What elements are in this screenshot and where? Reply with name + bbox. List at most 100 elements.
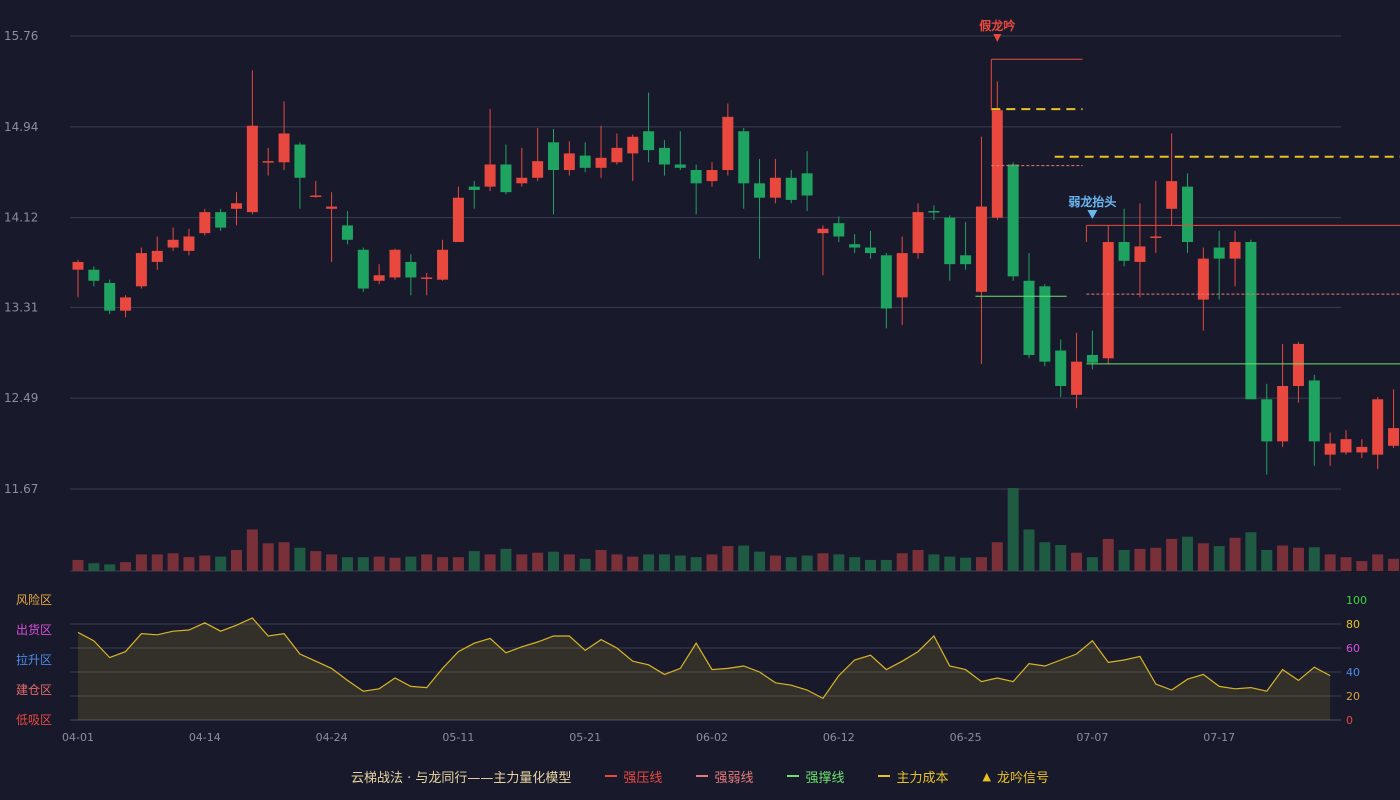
- osc-zone-label: 风险区: [16, 592, 52, 607]
- volume-bar: [88, 563, 100, 571]
- candle-body: [500, 164, 512, 193]
- volume-bar: [1071, 552, 1083, 571]
- volume-bar: [975, 557, 987, 571]
- legend-item-resistance[interactable]: 强压线: [605, 767, 662, 786]
- candle-body: [1150, 236, 1162, 238]
- volume-bar: [1039, 542, 1051, 571]
- candle-body: [183, 236, 195, 251]
- volume-bar: [484, 554, 496, 571]
- volume-bar: [294, 547, 306, 571]
- candle-body: [1197, 258, 1209, 300]
- candlestick-chart: 15.76 14.94 14.12 13.31 12.49 11.67 100 80 60 40 2…: [4, 18, 1400, 744]
- volume-bar: [452, 557, 464, 571]
- candle-body: [548, 142, 559, 171]
- candle-body: [341, 225, 353, 240]
- volume-bar: [516, 554, 528, 571]
- volume-bar: [151, 554, 163, 571]
- fake-dragon-label: 假龙吟: [979, 18, 1015, 33]
- volume-bar: [738, 545, 750, 571]
- price-tick-label: 13.31: [4, 300, 38, 314]
- candle-body: [579, 155, 591, 168]
- legend-item-signal[interactable]: ▲ 龙吟信号: [982, 769, 1049, 786]
- candle-body: [1102, 242, 1114, 359]
- candle-body: [611, 147, 623, 163]
- volume-bar: [215, 556, 227, 571]
- candle-body: [120, 297, 132, 311]
- x-tick-label: 07-07: [1076, 731, 1108, 744]
- candle-body: [754, 183, 766, 198]
- volume-bar: [880, 559, 892, 571]
- candle-body: [246, 125, 258, 213]
- candle-body: [516, 177, 528, 184]
- candle-body: [1071, 361, 1083, 395]
- volume-bar: [167, 553, 179, 571]
- osc-tick-label: 100: [1346, 594, 1367, 607]
- volume-bar: [690, 557, 702, 571]
- candle-body: [1086, 354, 1098, 363]
- candle-body: [389, 249, 401, 278]
- x-tick-label: 07-17: [1203, 731, 1235, 744]
- candle-body: [215, 212, 227, 228]
- x-tick-label: 05-11: [442, 731, 474, 744]
- candle-body: [627, 136, 639, 154]
- volume-bar: [563, 554, 575, 571]
- candle-body: [405, 261, 417, 278]
- candle-body: [658, 147, 670, 165]
- volume-bar: [849, 557, 861, 571]
- volume-bar: [278, 542, 290, 571]
- volume-bar: [231, 549, 242, 571]
- candle-body: [310, 195, 322, 197]
- x-tick-label: 04-24: [316, 731, 348, 744]
- volume-bar: [1007, 488, 1019, 571]
- candle-body: [738, 131, 750, 184]
- osc-zone-label: 出货区: [16, 622, 52, 637]
- volume-bar: [1229, 537, 1241, 571]
- candle-body: [1182, 186, 1193, 243]
- fake-dragon-arrow-icon: [993, 34, 1002, 42]
- volume-bar: [944, 556, 956, 571]
- volume-bar: [1356, 561, 1368, 571]
- candle-body: [912, 212, 924, 254]
- price-tick-label: 12.49: [4, 391, 38, 405]
- weak-dragon-arrow-icon: [1087, 210, 1098, 219]
- candle-body: [1229, 242, 1241, 259]
- volume-bar: [1197, 543, 1209, 571]
- candle-body: [991, 110, 1003, 218]
- price-tick-label: 14.94: [4, 120, 38, 134]
- candle-body: [1166, 181, 1178, 209]
- volume-bar: [627, 556, 639, 571]
- candle-body: [785, 177, 797, 200]
- oscillator-area: [78, 618, 1331, 720]
- volume-bar: [643, 554, 655, 571]
- legend-swatch-resistance: [605, 775, 618, 777]
- x-tick-label: 06-25: [950, 731, 982, 744]
- candle-body: [294, 144, 306, 178]
- candle-body: [833, 223, 845, 237]
- candle-body: [468, 186, 480, 190]
- volume-bar: [928, 554, 940, 571]
- volume-bar: [357, 557, 369, 571]
- volume-bar: [1292, 547, 1304, 571]
- candle-body: [278, 133, 290, 163]
- volume-bar: [722, 546, 734, 571]
- x-tick-label: 04-01: [62, 731, 94, 744]
- volume-bar: [1261, 549, 1273, 571]
- candle-body: [532, 161, 544, 178]
- volume-bar: [1102, 538, 1114, 571]
- osc-tick-label: 60: [1346, 642, 1360, 655]
- volume-bar: [1388, 558, 1400, 571]
- price-tick-label: 15.76: [4, 29, 38, 43]
- legend-swatch-weak: [696, 775, 709, 777]
- volume-bar: [1166, 538, 1178, 571]
- volume-bar: [1372, 554, 1384, 571]
- legend-item-cost[interactable]: 主力成本: [878, 767, 948, 786]
- volume-bar: [1086, 557, 1098, 571]
- volume-bar: [801, 555, 813, 571]
- legend-item-weak[interactable]: 强弱线: [696, 767, 753, 786]
- legend-item-support[interactable]: 强撑线: [787, 767, 844, 786]
- candle-body: [262, 161, 274, 163]
- volume-bar: [1308, 547, 1320, 571]
- candle-body: [674, 164, 686, 168]
- volume-bar: [532, 552, 544, 571]
- volume-bar: [1134, 548, 1146, 571]
